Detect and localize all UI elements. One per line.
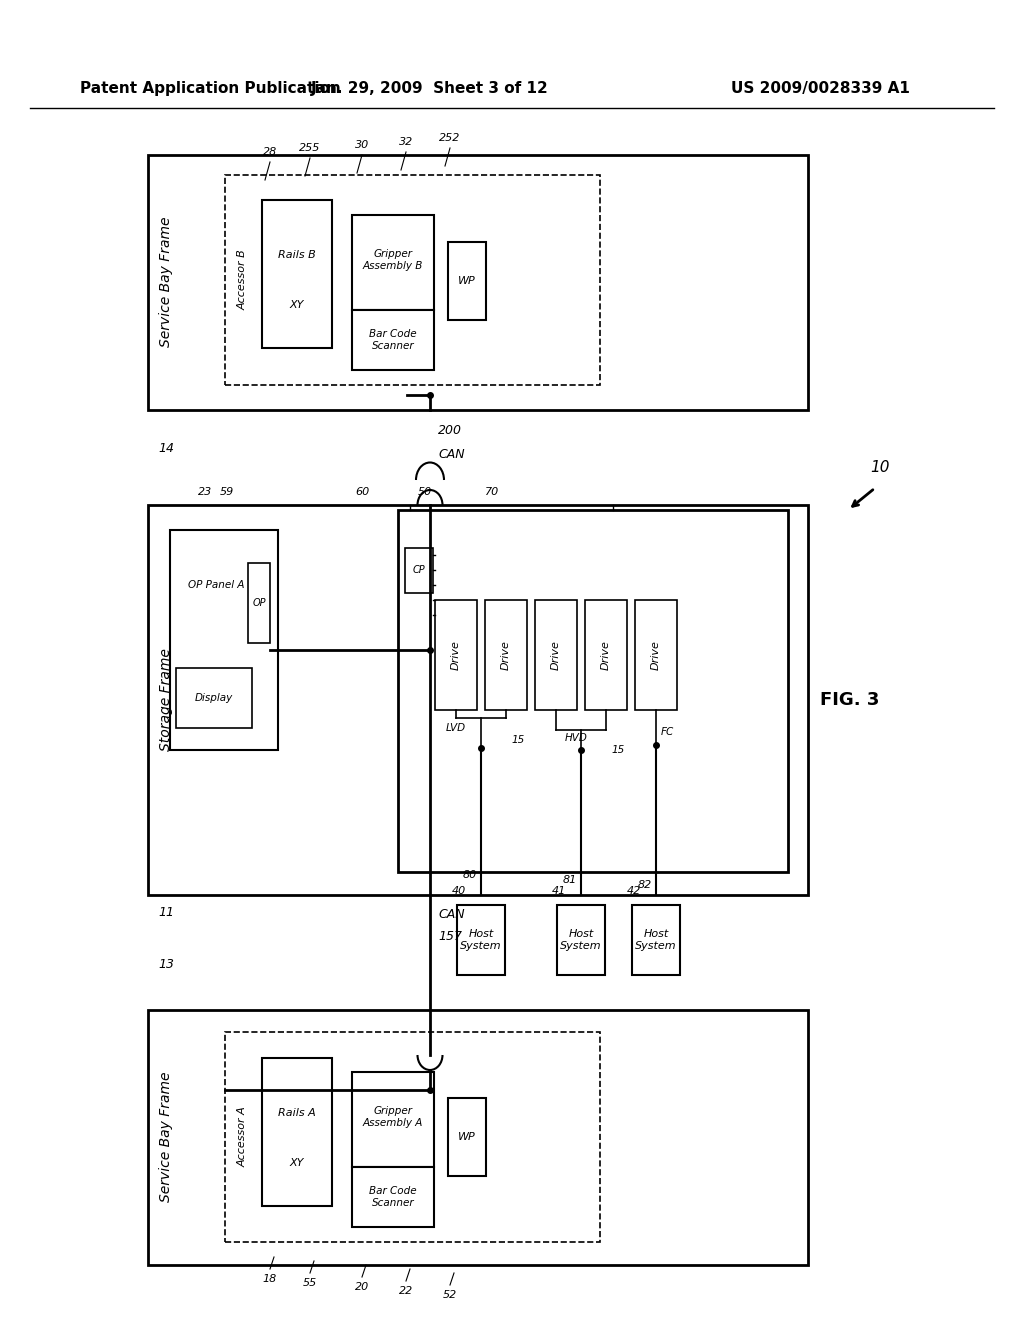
Text: 13: 13 (158, 958, 174, 972)
Bar (535, 601, 577, 710)
Bar (352, 1072, 434, 1167)
Bar (170, 531, 278, 750)
Text: 70: 70 (485, 487, 500, 498)
Text: 60: 60 (355, 487, 370, 498)
Text: FIG. 3: FIG. 3 (820, 690, 880, 709)
Bar (225, 1032, 600, 1242)
Text: 42: 42 (627, 886, 641, 896)
Text: 200: 200 (438, 424, 462, 437)
Bar (449, 1098, 486, 1176)
Text: 28: 28 (263, 147, 278, 157)
Bar (435, 601, 477, 710)
Text: Host
System: Host System (635, 929, 677, 950)
Text: Host
System: Host System (560, 929, 602, 950)
Text: Accessor B: Accessor B (238, 249, 248, 310)
Text: 23: 23 (198, 487, 212, 498)
Text: Drive: Drive (451, 640, 461, 671)
Bar (148, 506, 808, 895)
Text: WP: WP (458, 276, 476, 286)
Text: OP: OP (252, 598, 266, 609)
Text: 82: 82 (638, 880, 652, 890)
Bar (635, 601, 677, 710)
Bar (262, 1059, 332, 1206)
Text: Display: Display (195, 693, 233, 704)
Text: 40: 40 (452, 886, 466, 896)
Bar (585, 601, 627, 710)
Text: HVD: HVD (564, 733, 588, 743)
Bar (457, 906, 505, 975)
Text: Drive: Drive (501, 640, 511, 671)
Text: 50: 50 (418, 487, 432, 498)
Text: LVD: LVD (445, 723, 466, 733)
Bar (352, 215, 434, 310)
Text: US 2009/0028339 A1: US 2009/0028339 A1 (730, 81, 909, 95)
Bar (262, 201, 332, 348)
Text: 22: 22 (399, 1286, 413, 1296)
Text: XY: XY (290, 1158, 304, 1168)
Bar (557, 906, 605, 975)
Text: Drive: Drive (551, 640, 561, 671)
Text: Bar Code
Scanner: Bar Code Scanner (370, 1187, 417, 1208)
Text: 18: 18 (263, 1274, 278, 1284)
Text: 252: 252 (439, 133, 461, 143)
Text: Storage Frame: Storage Frame (159, 648, 173, 751)
Text: OP Panel A: OP Panel A (187, 579, 245, 590)
Text: CP: CP (413, 565, 425, 576)
Text: 59: 59 (220, 487, 234, 498)
Text: 157: 157 (438, 931, 462, 944)
Text: 15: 15 (611, 744, 625, 755)
Text: Service Bay Frame: Service Bay Frame (159, 216, 173, 347)
Bar (176, 668, 252, 729)
Bar (632, 906, 680, 975)
Bar (352, 310, 434, 370)
Text: Gripper
Assembly A: Gripper Assembly A (362, 1106, 423, 1127)
Text: Gripper
Assembly B: Gripper Assembly B (362, 249, 423, 271)
Bar (148, 154, 808, 411)
Text: Rails A: Rails A (279, 1107, 315, 1118)
Bar (449, 242, 486, 319)
Bar (225, 176, 600, 385)
Text: WP: WP (458, 1133, 476, 1142)
Bar (148, 1010, 808, 1265)
Text: Rails B: Rails B (279, 249, 315, 260)
Text: 11: 11 (158, 907, 174, 920)
Bar (352, 1167, 434, 1228)
Bar (398, 510, 788, 873)
Bar (248, 564, 270, 643)
Bar (406, 548, 433, 593)
Text: 20: 20 (355, 1282, 369, 1292)
Text: CAN: CAN (438, 908, 465, 921)
Bar (485, 601, 527, 710)
Text: 30: 30 (355, 140, 369, 150)
Text: 15: 15 (511, 735, 524, 744)
Text: Accessor A: Accessor A (238, 1106, 248, 1167)
Text: CAN: CAN (438, 449, 465, 462)
Text: 32: 32 (399, 137, 413, 147)
Text: 80: 80 (463, 870, 477, 880)
Text: 41: 41 (552, 886, 566, 896)
Text: Service Bay Frame: Service Bay Frame (159, 1072, 173, 1203)
Text: FC: FC (662, 727, 674, 737)
Text: 52: 52 (442, 1290, 457, 1300)
Text: Jan. 29, 2009  Sheet 3 of 12: Jan. 29, 2009 Sheet 3 of 12 (311, 81, 549, 95)
Text: 81: 81 (563, 875, 578, 884)
Text: 10: 10 (870, 461, 890, 475)
Text: Drive: Drive (601, 640, 611, 671)
Text: Patent Application Publication: Patent Application Publication (80, 81, 341, 95)
Text: 255: 255 (299, 143, 321, 153)
Text: XY: XY (290, 300, 304, 310)
Text: Host
System: Host System (460, 929, 502, 950)
Text: 55: 55 (303, 1278, 317, 1288)
Text: 14: 14 (158, 441, 174, 454)
Text: Drive: Drive (651, 640, 662, 671)
Text: Bar Code
Scanner: Bar Code Scanner (370, 329, 417, 351)
